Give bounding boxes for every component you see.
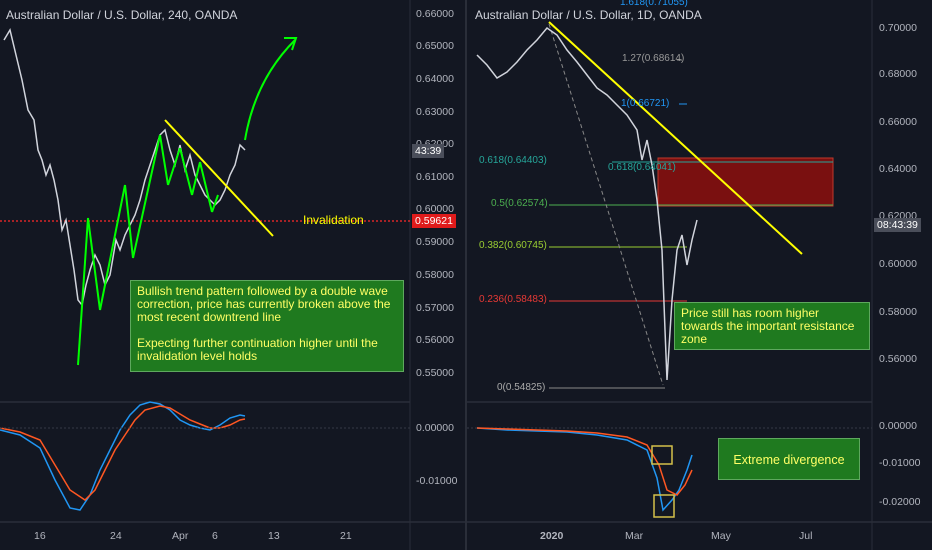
left-y-label: 0.60000 xyxy=(416,203,454,215)
left-y-label: 0.63000 xyxy=(416,106,454,118)
fib-0: 0(0.54825) xyxy=(497,382,546,393)
left-x-label: 24 xyxy=(110,530,122,542)
left-x-label: 6 xyxy=(212,530,218,542)
left-y-label: 0.65000 xyxy=(416,40,454,52)
bullish-pattern-arrows xyxy=(77,37,298,366)
fib-127: 1.27(0.68614) xyxy=(622,53,685,64)
fib-1: 1(0.66721) xyxy=(621,98,670,109)
fib-0618: 0.618(0.64403) xyxy=(479,155,547,166)
right-chart-svg xyxy=(467,0,932,550)
right-y-label: 0.60000 xyxy=(879,258,917,270)
right-time-tag: 08:43:39 xyxy=(874,218,921,232)
right-analysis-note: Price still has room higher towards the … xyxy=(674,302,870,350)
left-signal-line xyxy=(0,405,246,501)
left-price-line xyxy=(3,28,246,307)
right-y-label: 0.64000 xyxy=(879,163,917,175)
left-chart-panel[interactable]: Australian Dollar / U.S. Dollar, 240, OA… xyxy=(0,0,466,550)
left-y-label: 0.66000 xyxy=(416,8,454,20)
panel-divider[interactable] xyxy=(465,0,468,550)
left-chart-svg xyxy=(0,0,466,550)
note-text-2: Expecting further continuation higher un… xyxy=(137,336,378,363)
right-chart-panel[interactable]: Australian Dollar / U.S. Dollar, 1D, OAN… xyxy=(467,0,932,550)
left-y-label: 0.57000 xyxy=(416,302,454,314)
left-x-label: Apr xyxy=(172,530,189,542)
right-y-label: 0.58000 xyxy=(879,306,917,318)
left-macd-label: 0.00000 xyxy=(416,422,454,434)
right-macd-label: 0.00000 xyxy=(879,420,917,432)
right-y-label: 0.56000 xyxy=(879,353,917,365)
divergence-note: Extreme divergence xyxy=(718,438,860,480)
right-macd-label: -0.02000 xyxy=(879,496,921,508)
note-text-1: Bullish trend pattern followed by a doub… xyxy=(137,284,391,324)
right-y-label: 0.70000 xyxy=(879,22,917,34)
right-price-line xyxy=(476,26,698,381)
left-y-label: 0.59000 xyxy=(416,236,454,248)
left-time-tag: 43:39 xyxy=(412,144,445,158)
left-analysis-note: Bullish trend pattern followed by a doub… xyxy=(130,280,404,372)
downtrend-line xyxy=(164,119,274,237)
fib-0618-ext: 0.618(0.64041) xyxy=(608,162,676,173)
right-x-label: Jul xyxy=(799,530,813,542)
fib-0382: 0.382(0.60745) xyxy=(479,240,547,251)
fib-0236: 0.236(0.58483) xyxy=(479,294,547,305)
left-x-label: 21 xyxy=(340,530,352,542)
divergence-box-top xyxy=(651,445,673,465)
invalidation-label: Invalidation xyxy=(303,213,364,227)
right-x-label: Mar xyxy=(625,530,644,542)
right-chart-title: Australian Dollar / U.S. Dollar, 1D, OAN… xyxy=(475,8,702,22)
fib-05: 0.5(0.62574) xyxy=(491,198,548,209)
left-macd-label: -0.01000 xyxy=(416,475,458,487)
right-x-label: May xyxy=(711,530,731,542)
left-y-label: 0.64000 xyxy=(416,73,454,85)
left-y-label: 0.56000 xyxy=(416,334,454,346)
right-macd-label: -0.01000 xyxy=(879,457,921,469)
left-y-label: 0.58000 xyxy=(416,269,454,281)
right-x-label: 2020 xyxy=(540,530,564,542)
left-price-tag: 0.59621 xyxy=(412,214,456,228)
divergence-box-bottom xyxy=(653,494,675,518)
left-y-label: 0.55000 xyxy=(416,367,454,379)
right-downtrend-line xyxy=(548,21,803,255)
right-macd-line xyxy=(476,427,693,512)
left-x-label: 16 xyxy=(34,530,46,542)
left-x-label: 13 xyxy=(268,530,280,542)
fib-1618: 1.618(0.71055) xyxy=(620,0,688,8)
left-y-label: 0.61000 xyxy=(416,171,454,183)
left-chart-title: Australian Dollar / U.S. Dollar, 240, OA… xyxy=(6,8,238,22)
right-signal-line xyxy=(476,427,693,496)
right-y-label: 0.66000 xyxy=(879,116,917,128)
resistance-zone xyxy=(657,157,834,207)
left-macd-line xyxy=(0,401,246,511)
right-y-label: 0.68000 xyxy=(879,68,917,80)
